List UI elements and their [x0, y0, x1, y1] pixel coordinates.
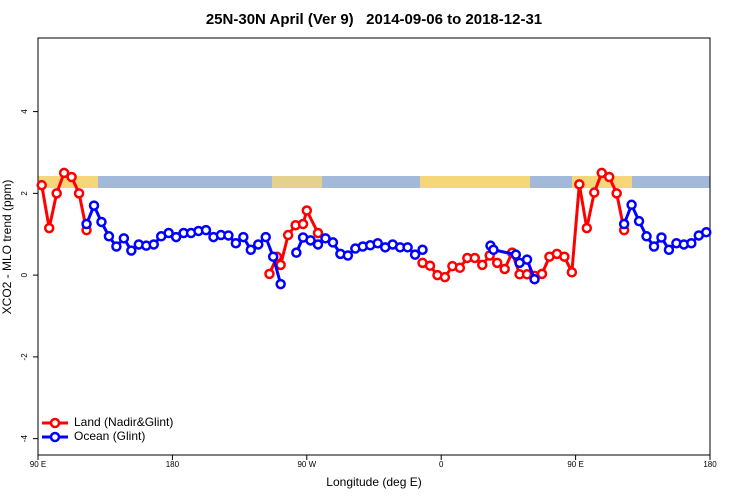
x-tick-label: 180 [166, 460, 180, 469]
point [81, 218, 92, 230]
x-axis-title: Longitude (deg E) [326, 475, 421, 489]
point [275, 278, 286, 290]
point [409, 249, 421, 260]
point [521, 254, 533, 265]
point [342, 250, 354, 261]
x-tick-label: 90 W [297, 460, 316, 469]
x-tick-label: 180 [703, 460, 717, 469]
point [230, 237, 242, 249]
point [574, 179, 585, 190]
point [618, 218, 630, 230]
point [312, 239, 324, 250]
point [529, 273, 540, 285]
point [305, 235, 316, 246]
point [253, 239, 264, 250]
point [297, 218, 309, 230]
point [499, 263, 510, 275]
point [200, 224, 212, 236]
point [103, 231, 115, 242]
point [126, 245, 137, 256]
point [626, 199, 637, 211]
point [424, 260, 436, 271]
point [536, 268, 548, 280]
point [510, 249, 522, 260]
legend-marker [49, 417, 61, 429]
chart-title: 25N-30N April (Ver 9) 2014-09-06 to 2018… [206, 11, 542, 28]
point [264, 268, 275, 280]
point [301, 205, 313, 216]
point [118, 233, 130, 244]
point [491, 257, 503, 269]
point [73, 188, 85, 199]
point [701, 226, 712, 238]
point [686, 237, 697, 249]
plot-frame [37, 37, 711, 456]
point [596, 167, 607, 179]
point [88, 200, 100, 211]
point [477, 259, 488, 271]
legend-marker [49, 431, 61, 443]
point [275, 259, 286, 271]
legend-label: Land (Nadir&Glint) [74, 415, 173, 429]
point [111, 241, 122, 252]
point [417, 244, 428, 256]
point [581, 222, 593, 234]
point [372, 237, 383, 249]
y-tick-label: -2 [20, 353, 29, 361]
point [469, 252, 481, 264]
point [245, 244, 257, 256]
y-tick-label: 0 [20, 272, 29, 277]
point [454, 262, 466, 274]
point [96, 216, 107, 228]
point [633, 215, 645, 227]
point [282, 229, 294, 241]
point [656, 232, 667, 243]
y-tick-label: 2 [20, 191, 29, 196]
point [51, 188, 62, 199]
point [260, 231, 271, 243]
y-axis-title: XCO2 - MLO trend (ppm) [0, 180, 14, 315]
point [648, 241, 660, 252]
map-strip [38, 176, 710, 188]
point [611, 188, 622, 199]
y-tick-label: -4 [20, 435, 29, 443]
point [488, 244, 499, 256]
point [163, 227, 174, 239]
x-tick-label: 90 E [30, 460, 46, 469]
point [267, 251, 279, 262]
point [402, 242, 413, 253]
point [641, 231, 652, 242]
point [36, 179, 47, 191]
point [603, 171, 615, 183]
point [327, 237, 339, 248]
x-tick-label: 0 [439, 460, 444, 469]
point [170, 231, 182, 243]
x-tick-label: 90 E [567, 460, 583, 469]
point [223, 230, 234, 241]
point [58, 167, 70, 179]
point [148, 239, 159, 250]
point [566, 267, 578, 278]
point [312, 227, 324, 239]
point [439, 271, 451, 283]
point [66, 171, 77, 183]
point [43, 222, 55, 234]
legend-label: Ocean (Glint) [74, 429, 145, 443]
point [291, 247, 302, 258]
y-tick-label: 4 [20, 109, 29, 114]
point [559, 251, 570, 262]
point [589, 187, 600, 198]
point [320, 233, 331, 244]
point [663, 244, 675, 256]
point [238, 231, 249, 243]
